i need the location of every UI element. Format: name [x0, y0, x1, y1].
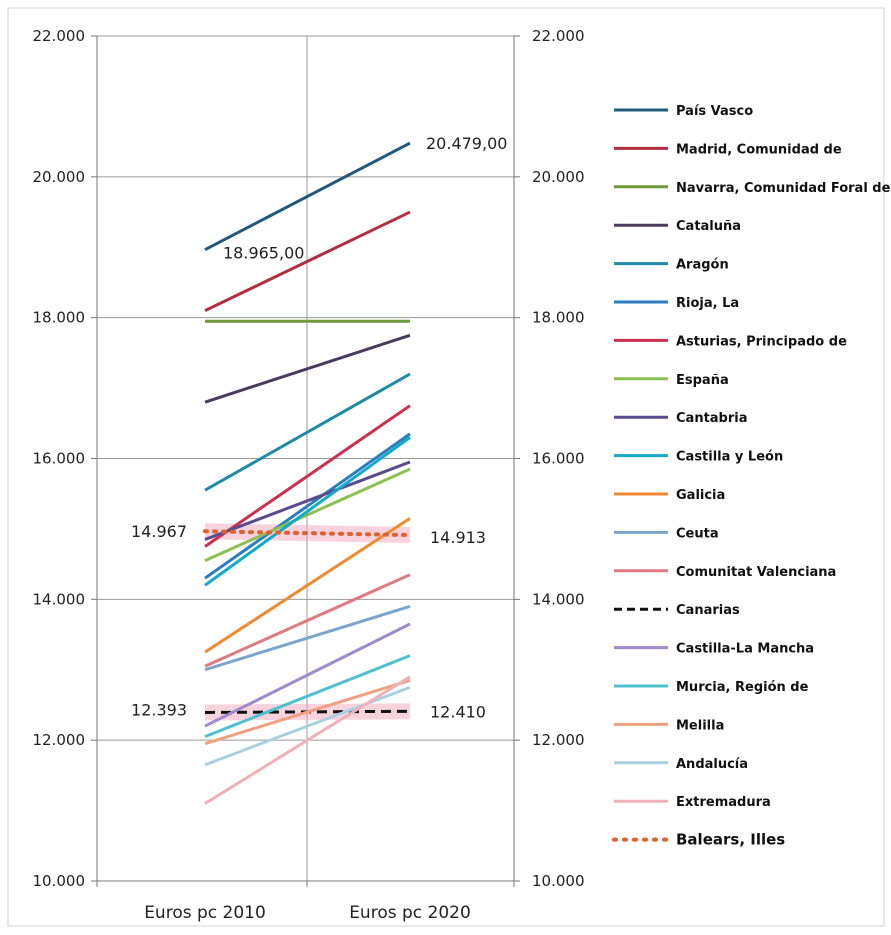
legend-label: España	[676, 373, 729, 388]
x-category-label: Euros pc 2020	[349, 903, 471, 923]
legend-item: Cataluña	[614, 219, 741, 234]
y-tick-label-right: 12.000	[532, 731, 585, 749]
data-label: 12.393	[131, 700, 187, 719]
legend-item: Balears, Illes	[612, 831, 785, 849]
legend-label: Galicia	[676, 488, 725, 503]
data-label: 12.410	[430, 702, 486, 721]
series-line	[204, 141, 411, 252]
legend-label: Castilla y León	[676, 450, 783, 465]
legend-label: Melilla	[676, 718, 724, 733]
legend-item: Madrid, Comunidad de	[614, 142, 842, 157]
series-lines	[203, 141, 412, 805]
legend-label: Balears, Illes	[676, 831, 785, 849]
legend-item: Ceuta	[614, 526, 719, 541]
y-tick-label-right: 10.000	[532, 872, 585, 890]
legend-label: Rioja, La	[676, 296, 739, 311]
series-line	[204, 333, 411, 404]
legend-label: Cantabria	[676, 411, 748, 426]
y-tick-label-left: 10.000	[33, 872, 86, 890]
series-line	[204, 604, 411, 672]
y-tick-label-right: 22.000	[532, 27, 585, 45]
series-line	[204, 517, 411, 654]
series-line	[204, 573, 411, 668]
legend-item: Asturias, Principado de	[614, 334, 847, 349]
legend-item: Castilla-La Mancha	[614, 642, 814, 657]
x-category-label: Euros pc 2010	[144, 903, 266, 923]
series-line	[204, 372, 411, 492]
legend-item: Cantabria	[614, 411, 748, 426]
y-tick-label-right: 18.000	[532, 309, 585, 327]
series-line	[204, 685, 411, 767]
y-tick-label-right: 14.000	[532, 590, 585, 608]
legend-item: Andalucía	[614, 757, 748, 772]
legend-label: Castilla-La Mancha	[676, 642, 814, 657]
legend-item: Rioja, La	[614, 296, 739, 311]
y-tick-label-left: 18.000	[33, 309, 86, 327]
y-tick-label-left: 12.000	[33, 731, 86, 749]
legend-item: Murcia, Región de	[614, 680, 809, 695]
legend-label: País Vasco	[676, 104, 753, 119]
legend-item: Extremadura	[614, 795, 771, 810]
series-line	[204, 404, 411, 548]
legend-label: Asturias, Principado de	[676, 334, 847, 349]
legend-item: Canarias	[614, 603, 740, 618]
legend-label: Navarra, Comunidad Foral de	[676, 181, 891, 196]
legend-item: España	[614, 373, 729, 388]
series-line	[204, 432, 411, 580]
data-label: 18.965,00	[223, 244, 304, 263]
legend-label: Madrid, Comunidad de	[676, 142, 842, 157]
legend-label: Aragón	[676, 258, 729, 273]
legend-item: Melilla	[614, 718, 724, 733]
chart-border	[7, 7, 885, 927]
legend-label: Extremadura	[676, 795, 771, 810]
data-label: 20.479,00	[426, 134, 507, 153]
legend-label: Murcia, Región de	[676, 680, 809, 695]
series-line	[204, 675, 411, 805]
data-label: 14.967	[131, 522, 187, 541]
y-tick-label-left: 16.000	[33, 450, 86, 468]
y-tick-label-right: 16.000	[532, 450, 585, 468]
legend-item: Aragón	[614, 258, 729, 273]
series-line	[204, 654, 411, 739]
series-line	[204, 436, 411, 587]
legend-item: Galicia	[614, 488, 725, 503]
legend-item: Castilla y León	[614, 450, 783, 465]
series-line	[204, 622, 411, 728]
y-tick-label-right: 20.000	[532, 168, 585, 186]
legend-label: Canarias	[676, 603, 740, 618]
legend-label: Comunitat Valenciana	[676, 565, 836, 580]
legend: País Vasco Madrid, Comunidad de Navarra, C…	[612, 104, 891, 849]
series-line	[204, 210, 411, 312]
legend-item: País Vasco	[614, 104, 753, 119]
series-line	[204, 678, 411, 746]
y-tick-label-left: 20.000	[33, 168, 86, 186]
y-tick-label-left: 22.000	[33, 27, 86, 45]
data-labels: 18.965,00 20.479,00 14.967 14.913 12.393 12.4…	[131, 134, 507, 721]
legend-item: Comunitat Valenciana	[614, 565, 836, 580]
series-line	[204, 460, 411, 541]
legend-item: Navarra, Comunidad Foral de	[614, 181, 891, 196]
legend-label: Cataluña	[676, 219, 741, 234]
legend-label: Andalucía	[676, 757, 748, 772]
axes: 10.000 10.000 12.000 12.000 14.000 14.000 16.0…	[33, 27, 585, 923]
series-line	[204, 467, 411, 562]
data-label: 14.913	[430, 528, 486, 547]
series-line	[203, 529, 412, 538]
y-tick-label-left: 14.000	[33, 590, 86, 608]
legend-label: Ceuta	[676, 526, 719, 541]
